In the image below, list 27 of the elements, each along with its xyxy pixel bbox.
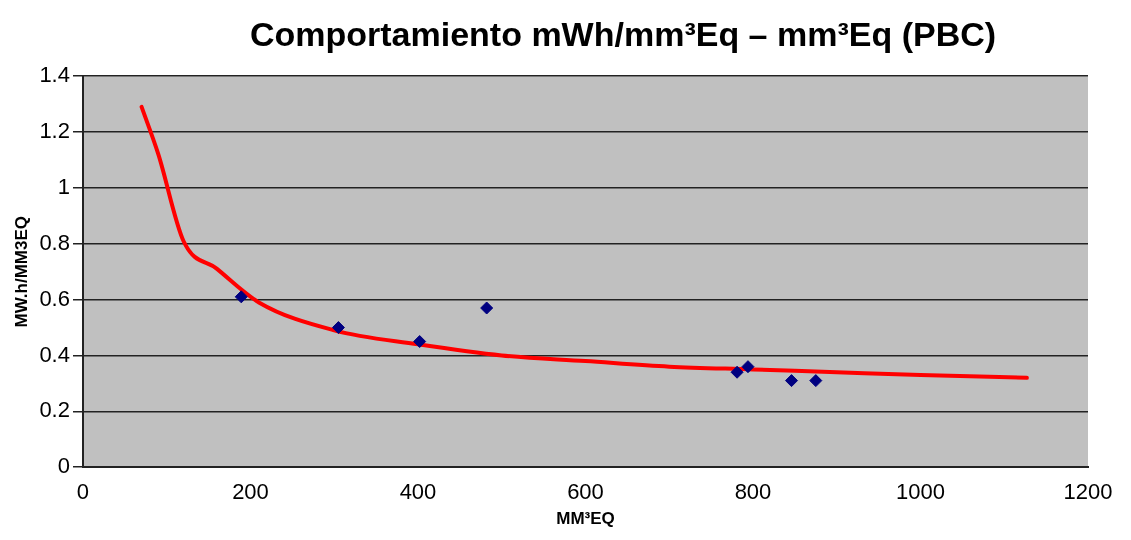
x-tick-label: 0	[76, 479, 90, 505]
point	[480, 301, 494, 315]
x-tick-label: 800	[734, 479, 772, 505]
point	[413, 335, 427, 349]
chart-title: Comportamiento mWh/mm³Eq – mm³Eq (PBC)	[248, 14, 998, 55]
y-tick-label: 0.8	[39, 229, 70, 255]
line-series	[139, 104, 1029, 380]
point	[785, 374, 799, 388]
y-tick-label: 0.2	[39, 397, 70, 423]
point	[234, 290, 248, 304]
x-tick-label: 600	[567, 479, 604, 505]
x-tick-label: 1200	[1063, 479, 1113, 505]
point	[730, 365, 744, 379]
y-axis-title: MW.h/MM3EQ	[11, 215, 31, 328]
y-tick-label: 0	[57, 453, 70, 479]
x-tick-label: 1000	[896, 479, 945, 505]
point	[331, 321, 345, 335]
x-axis-title: MM³EQ	[556, 509, 615, 529]
x-tick-label: 400	[399, 479, 437, 505]
y-tick-label: 0.6	[39, 285, 70, 311]
y-tick-label: 1.2	[39, 118, 70, 144]
x-tick-label: 200	[232, 479, 269, 505]
y-tick-label: 0.4	[39, 341, 70, 367]
point	[809, 374, 823, 388]
point	[741, 360, 755, 374]
y-tick-label: 1	[57, 173, 70, 199]
y-tick-label: 1.4	[39, 62, 70, 88]
